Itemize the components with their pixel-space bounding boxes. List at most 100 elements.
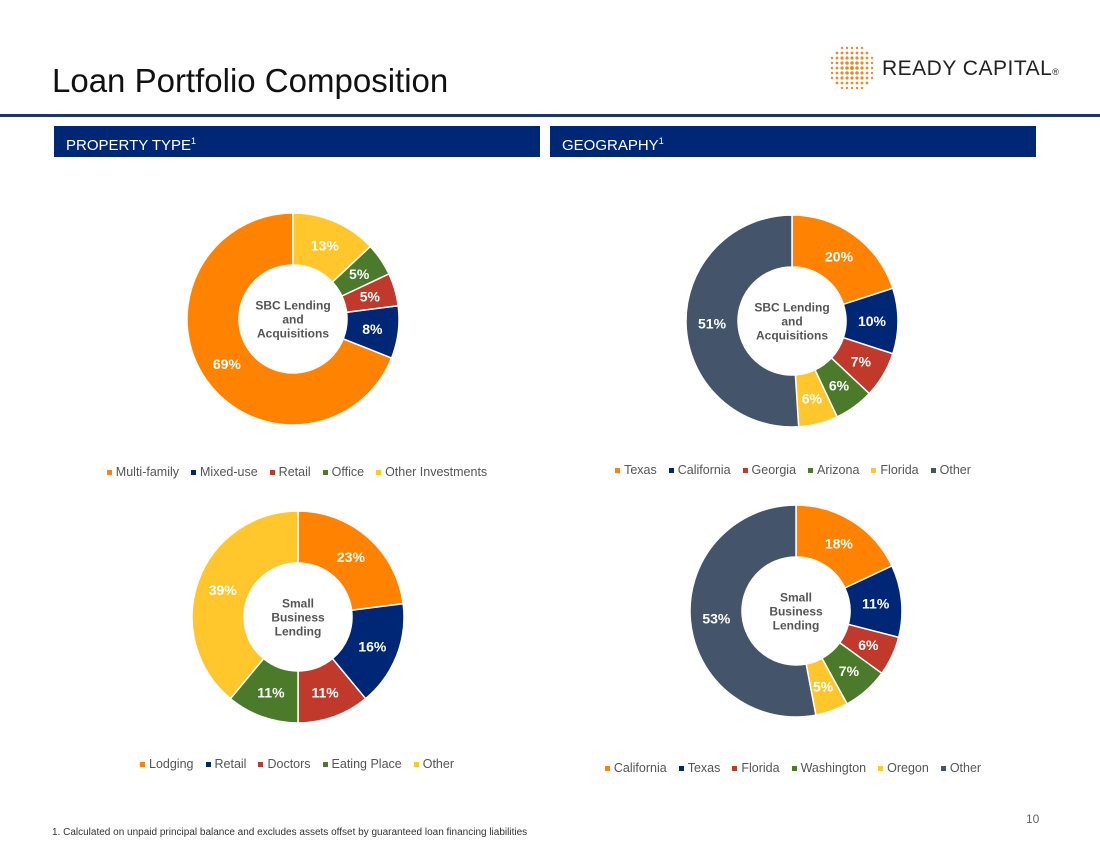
legend-item: Lodging bbox=[140, 757, 194, 771]
legend-swatch bbox=[808, 467, 814, 473]
legend-item: Retail bbox=[269, 465, 311, 479]
donut-center-label: Small bbox=[282, 597, 314, 611]
legend-swatch bbox=[322, 469, 328, 475]
slice-label: 20% bbox=[825, 248, 854, 264]
footnote-marker: 1 bbox=[191, 136, 197, 146]
slice-label: 6% bbox=[802, 390, 823, 406]
legend-label: Georgia bbox=[751, 463, 797, 477]
legend-swatch bbox=[191, 469, 196, 475]
legend-swatch bbox=[732, 765, 738, 771]
logo-dot bbox=[870, 61, 874, 65]
legend-swatch bbox=[604, 765, 610, 771]
legend-swatch bbox=[742, 467, 748, 473]
legend-swatch bbox=[269, 469, 275, 475]
legend-label: Retail bbox=[278, 465, 311, 479]
slice-label: 11% bbox=[257, 684, 285, 700]
logo-dot bbox=[860, 46, 864, 50]
logo-dot bbox=[850, 81, 854, 85]
legend-swatch bbox=[878, 765, 884, 771]
donut-center-label: SBC Lending bbox=[255, 299, 330, 313]
logo-dot bbox=[830, 61, 834, 65]
legend-item: Eating Place bbox=[322, 757, 402, 771]
legend-item: Retail bbox=[205, 757, 247, 771]
logo-dot bbox=[865, 61, 869, 65]
legend-label: Retail bbox=[214, 757, 247, 771]
legend-label: Doctors bbox=[267, 757, 311, 771]
legend-item: Other bbox=[930, 463, 971, 477]
logo-dot bbox=[840, 86, 844, 90]
logo-dot bbox=[860, 51, 864, 55]
logo-dot bbox=[840, 46, 844, 50]
logo-dot bbox=[860, 71, 864, 75]
legend-swatch bbox=[871, 467, 877, 473]
logo-text: READY CAPITAL® bbox=[882, 57, 1060, 80]
legend-swatch bbox=[791, 765, 797, 771]
logo-dot bbox=[870, 76, 874, 80]
donut-center-label: and bbox=[781, 315, 802, 329]
logo-dot bbox=[845, 76, 849, 80]
logo-dot bbox=[865, 81, 869, 85]
logo-dot bbox=[835, 61, 839, 65]
logo-dot bbox=[830, 66, 834, 70]
logo-dot bbox=[855, 86, 859, 90]
logo-dot bbox=[860, 61, 864, 65]
logo-dot bbox=[845, 86, 849, 90]
logo-mark-icon bbox=[830, 46, 874, 90]
slice-label: 51% bbox=[698, 316, 727, 332]
slice-label: 23% bbox=[337, 549, 366, 565]
logo-dot bbox=[860, 81, 864, 85]
legend-label: Eating Place bbox=[331, 757, 402, 771]
slice-label: 39% bbox=[209, 582, 238, 598]
section-header-property-type: PROPERTY TYPE1 bbox=[54, 126, 540, 157]
slice-label: 5% bbox=[813, 678, 834, 694]
logo-dot bbox=[860, 76, 864, 80]
logo-dot bbox=[865, 51, 869, 55]
legend-swatch bbox=[678, 765, 684, 771]
donut-slice bbox=[297, 510, 405, 612]
legend-item: Other Investments bbox=[376, 465, 487, 479]
legend-item: Georgia bbox=[742, 463, 797, 477]
legend-item: Office bbox=[322, 465, 364, 479]
donut-center-label: Lending bbox=[773, 619, 820, 633]
legend-item: Florida bbox=[732, 761, 780, 775]
legend-item: Doctors bbox=[258, 757, 311, 771]
donut-center-label: Lending bbox=[275, 625, 322, 639]
logo-dot bbox=[870, 56, 874, 60]
logo-dot bbox=[835, 71, 839, 75]
slice-label: 6% bbox=[829, 378, 850, 394]
logo-dot bbox=[835, 76, 839, 80]
logo-dot bbox=[855, 46, 859, 50]
logo-dot bbox=[845, 56, 849, 60]
donut-center-label: Acquisitions bbox=[257, 327, 329, 341]
legend-swatch bbox=[413, 761, 419, 767]
donut-slice bbox=[689, 504, 817, 718]
legend-label: Lodging bbox=[149, 757, 194, 771]
legend-label: California bbox=[613, 761, 667, 775]
logo-dot bbox=[850, 71, 854, 75]
section-label: PROPERTY TYPE bbox=[66, 137, 192, 154]
legend-label: Other bbox=[939, 463, 971, 477]
page-title: Loan Portfolio Composition bbox=[52, 62, 449, 99]
legend-label: Texas bbox=[687, 761, 721, 775]
legend-swatch bbox=[106, 469, 112, 475]
logo-dot bbox=[845, 71, 849, 75]
legend-label: California bbox=[677, 463, 731, 477]
logo-dot bbox=[840, 61, 844, 65]
logo-dot bbox=[835, 51, 839, 55]
logo-dot bbox=[835, 81, 839, 85]
section-label: GEOGRAPHY bbox=[562, 137, 659, 154]
logo-dot bbox=[855, 76, 859, 80]
donut-center-label: and bbox=[282, 313, 303, 327]
logo-dot bbox=[855, 71, 859, 75]
slice-label: 7% bbox=[851, 354, 872, 370]
legend-geography-small-business: California Texas Florida Washington Oregon Ot… bbox=[550, 761, 1036, 775]
logo-dot bbox=[865, 56, 869, 60]
logo-dot bbox=[850, 86, 854, 90]
donut-chart-geography-sbc: 20%10%7%6%6%51%SBC LendingandAcquisition… bbox=[685, 214, 899, 428]
legend-item: Texas bbox=[615, 463, 657, 477]
logo-dot bbox=[850, 66, 854, 70]
legend-label: Oregon bbox=[887, 761, 929, 775]
donut-center-label: Acquisitions bbox=[756, 329, 828, 343]
